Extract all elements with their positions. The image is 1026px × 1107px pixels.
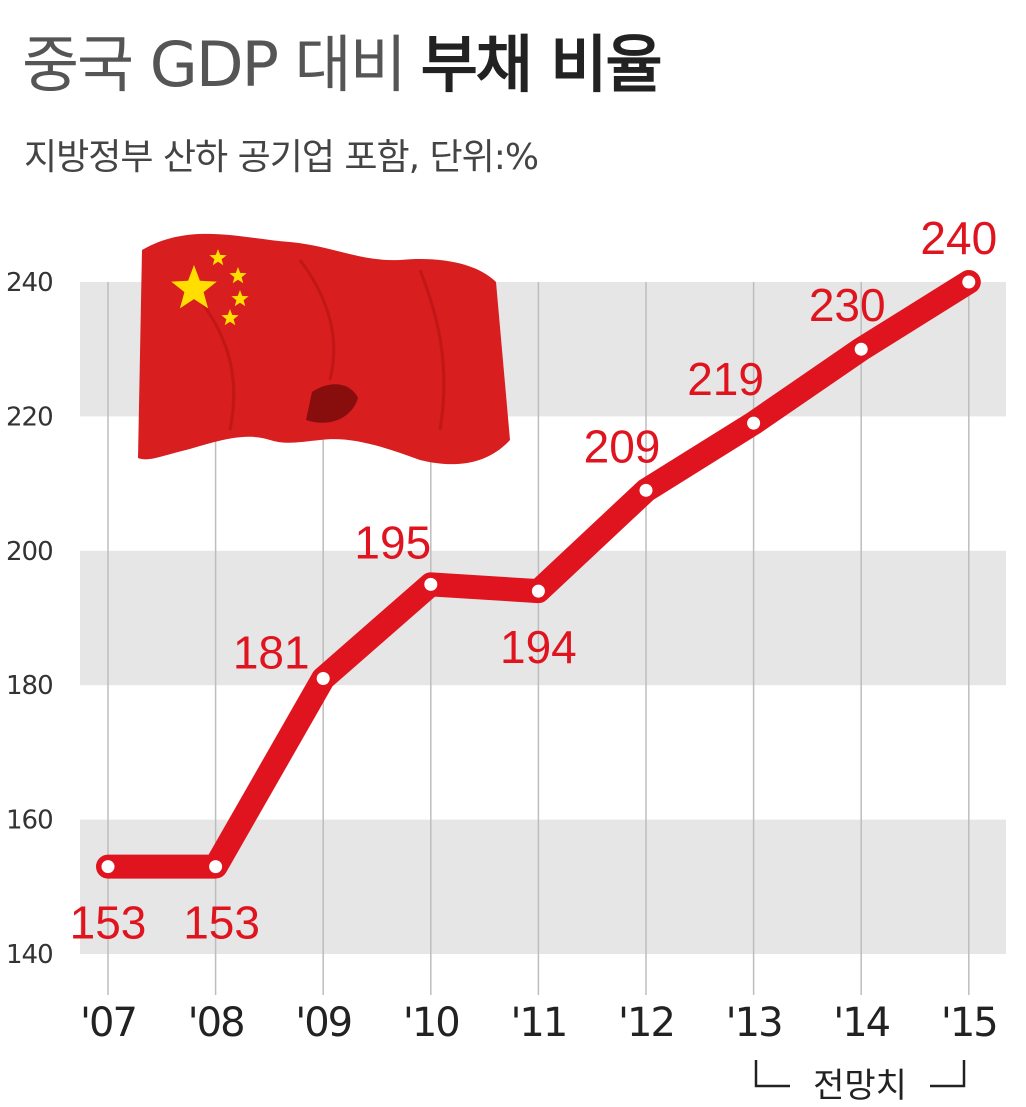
title-bold: 부채 비율 xyxy=(420,28,663,101)
forecast-bracket-left xyxy=(754,1060,790,1088)
x-tick-label: '10 xyxy=(403,1000,459,1046)
flag-shading xyxy=(198,259,446,431)
y-tick-label: 160 xyxy=(6,806,53,836)
forecast-bracket-right xyxy=(930,1060,966,1088)
y-tick-label: 140 xyxy=(6,940,53,970)
data-point xyxy=(854,342,868,356)
y-tick-label: 220 xyxy=(6,402,53,432)
x-tick-label: '14 xyxy=(833,1000,889,1046)
x-tick-label: '07 xyxy=(80,1000,136,1046)
y-tick-label: 200 xyxy=(6,537,53,567)
flag-star xyxy=(221,309,239,326)
y-tick-label: 180 xyxy=(6,671,53,701)
y-tick-label: 240 xyxy=(6,268,53,298)
data-label: 230 xyxy=(809,279,886,331)
flag-star xyxy=(209,249,227,266)
data-labels: 153 153 181 195 194 209 219 230 240 xyxy=(70,212,998,949)
x-tick-label: '13 xyxy=(726,1000,782,1046)
x-tick-label: '12 xyxy=(618,1000,674,1046)
x-tick-label: '09 xyxy=(295,1000,351,1046)
flag-star xyxy=(171,265,217,309)
data-label: 153 xyxy=(183,897,260,949)
data-point xyxy=(209,860,223,874)
data-point xyxy=(962,275,976,289)
data-label: 240 xyxy=(920,212,997,264)
x-tick-label: '15 xyxy=(941,1000,997,1046)
forecast-bracket: 전망치 xyxy=(754,1060,966,1106)
flag-cloth xyxy=(138,233,510,465)
x-tick-label: '08 xyxy=(188,1000,244,1046)
data-label: 194 xyxy=(500,621,577,673)
data-label: 195 xyxy=(354,516,431,568)
data-label: 181 xyxy=(233,626,310,678)
x-axis-ticks: '07 '08 '09 '10 '11 '12 '13 '14 '15 xyxy=(80,1000,999,1046)
flag-star xyxy=(231,290,249,307)
data-point xyxy=(316,671,330,685)
flag-fold xyxy=(306,384,358,423)
title-light: 중국 GDP 대비 xyxy=(22,28,407,101)
data-point xyxy=(424,577,438,591)
y-axis-ticks: 140 160 180 200 220 240 xyxy=(6,268,54,970)
flag-star xyxy=(229,267,247,284)
data-points xyxy=(101,275,976,874)
data-label: 209 xyxy=(584,420,661,472)
data-point xyxy=(531,584,545,598)
data-label: 153 xyxy=(70,897,147,949)
data-point xyxy=(639,483,653,497)
china-flag-icon xyxy=(138,233,510,465)
data-label: 219 xyxy=(687,353,764,405)
page-subtitle: 지방정부 산하 공기업 포함, 단위:% xyxy=(24,137,539,178)
data-point xyxy=(101,860,115,874)
x-tick-label: '11 xyxy=(510,1000,566,1046)
forecast-label: 전망치 xyxy=(813,1066,907,1106)
page-title: 중국 GDP 대비 부채 비율 xyxy=(22,14,663,104)
data-point xyxy=(747,416,761,430)
